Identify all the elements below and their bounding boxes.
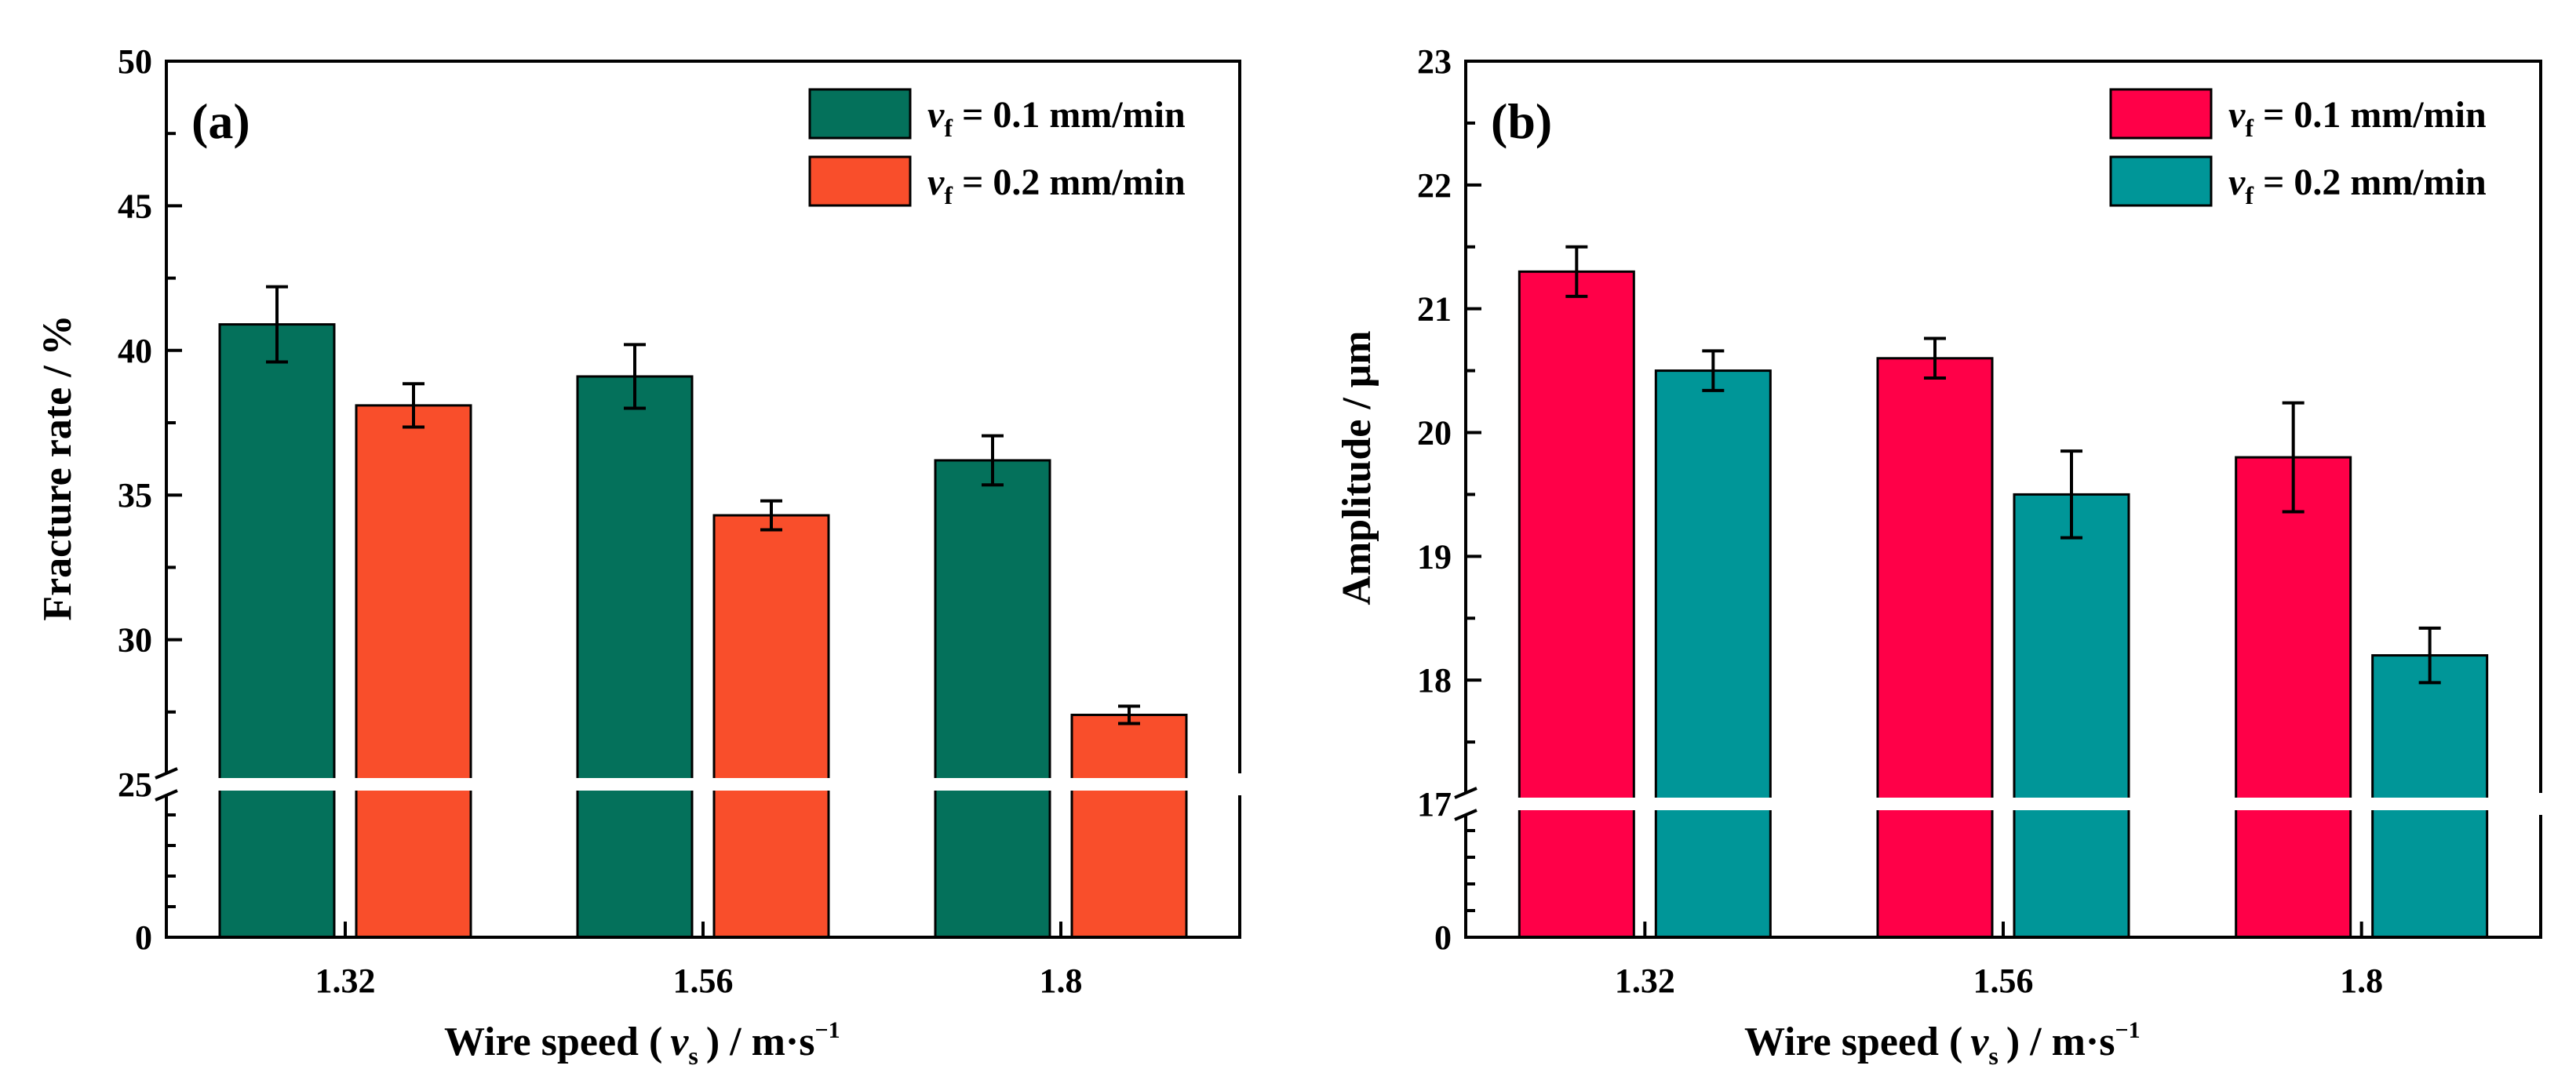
legend-var: v bbox=[2228, 94, 2246, 136]
x-tick-label: 1.8 bbox=[2340, 962, 2383, 1000]
legend-swatch bbox=[808, 88, 912, 140]
x-axis-title-sub: s bbox=[688, 1042, 698, 1070]
x-axis-title-var: v bbox=[1970, 1020, 1989, 1064]
y-tick-label: 30 bbox=[118, 621, 152, 660]
bar-2-1_8 bbox=[2371, 654, 2489, 939]
axis-break-mark bbox=[155, 767, 178, 780]
legend-var: v bbox=[2228, 162, 2246, 203]
legend-entry: vf = 0.2 mm/min bbox=[927, 162, 1186, 209]
y-tick-label: 35 bbox=[118, 476, 152, 515]
legend-swatch bbox=[2109, 155, 2213, 207]
y-tick-label: 45 bbox=[118, 187, 152, 225]
legend-sub: f bbox=[2245, 181, 2254, 209]
chart-panel-1: 0 25 30 35 40 45 50 1.32 1.56 1.8 Fracture rate / … bbox=[35, 42, 1241, 1070]
panel-label: (b) bbox=[1491, 93, 1552, 149]
bar-1-1_32 bbox=[1518, 270, 1635, 939]
x-axis-title-sup: −1 bbox=[815, 1017, 840, 1043]
bar-2-1_32 bbox=[355, 404, 472, 939]
bar-2-1_8 bbox=[1070, 713, 1188, 939]
legend-text: = 0.1 mm/min bbox=[953, 94, 1186, 136]
legend-var: v bbox=[927, 162, 945, 203]
chart-panel-2: 0 17 18 19 20 21 22 23 1.32 1.56 1.8 Amplitude / μm… bbox=[1335, 42, 2542, 1070]
legend-sub: f bbox=[944, 114, 953, 142]
legend-sub: f bbox=[2245, 114, 2254, 142]
legend-text: = 0.1 mm/min bbox=[2254, 94, 2487, 136]
y-axis-title: Fracture rate / % bbox=[35, 315, 80, 620]
axis-break-mark bbox=[1454, 787, 1477, 799]
y-tick-label: 20 bbox=[1417, 414, 1452, 453]
legend-entry: vf = 0.1 mm/min bbox=[2228, 94, 2487, 142]
legend-swatch bbox=[808, 155, 912, 207]
bar-1-1_32 bbox=[218, 323, 336, 939]
legend-sub: f bbox=[944, 181, 953, 209]
axis-break-band bbox=[1453, 798, 2531, 810]
y-tick-label: 18 bbox=[1417, 661, 1452, 700]
bar-2-1_56 bbox=[712, 514, 830, 939]
legend-text: = 0.2 mm/min bbox=[953, 162, 1186, 203]
bar-2-1_32 bbox=[1654, 369, 1772, 939]
legend-entry: vf = 0.1 mm/min bbox=[927, 94, 1186, 142]
x-axis-title-sub: s bbox=[1988, 1042, 1998, 1070]
bar-1-1_56 bbox=[576, 375, 694, 939]
x-axis-title-units: ) / m·s bbox=[706, 1020, 815, 1064]
y-tick-label: 40 bbox=[118, 332, 152, 370]
x-axis-title-sup: −1 bbox=[2115, 1017, 2141, 1043]
legend-entry: vf = 0.2 mm/min bbox=[2228, 162, 2487, 209]
x-tick-label: 1.8 bbox=[1040, 962, 1083, 1000]
x-axis-title: Wire speed (vs ) / m·s−1 bbox=[1744, 1017, 2141, 1070]
y-tick-label: 50 bbox=[118, 42, 152, 81]
x-tick-label: 1.32 bbox=[1615, 962, 1675, 1000]
bar-2-1_56 bbox=[2013, 493, 2130, 939]
y-tick-label: 21 bbox=[1417, 290, 1452, 329]
y-tick-label: 22 bbox=[1417, 166, 1452, 205]
y-axis-title: Amplitude / μm bbox=[1335, 330, 1379, 605]
legend-text: = 0.2 mm/min bbox=[2254, 162, 2487, 203]
panel-label: (a) bbox=[191, 93, 250, 149]
y-tick-label: 17 bbox=[1417, 785, 1452, 824]
y-tick-label: 19 bbox=[1417, 537, 1452, 576]
y-tick-label: 0 bbox=[1434, 918, 1452, 957]
axis-break-mark bbox=[155, 789, 178, 802]
x-tick-label: 1.56 bbox=[1973, 962, 2034, 1000]
x-axis-title-prefix: Wire speed ( bbox=[444, 1020, 662, 1064]
legend-swatch bbox=[2109, 88, 2213, 140]
axis-break-mark bbox=[1454, 809, 1477, 821]
y-tick-label: 25 bbox=[118, 765, 152, 804]
x-axis-title: Wire speed (vs ) / m·s−1 bbox=[444, 1017, 840, 1070]
legend-var: v bbox=[927, 94, 945, 136]
bar-1-1_8 bbox=[934, 459, 1051, 939]
bar-1-1_8 bbox=[2235, 456, 2352, 939]
y-tick-label: 0 bbox=[135, 918, 152, 957]
x-axis-title-prefix: Wire speed ( bbox=[1744, 1020, 1962, 1064]
x-axis-title-units: ) / m·s bbox=[2006, 1020, 2115, 1064]
x-axis-title-var: v bbox=[670, 1020, 689, 1064]
axis-break-band bbox=[154, 778, 1230, 791]
x-tick-label: 1.56 bbox=[673, 962, 734, 1000]
bar-1-1_56 bbox=[1876, 357, 1994, 939]
y-tick-label: 23 bbox=[1417, 42, 1452, 81]
x-tick-label: 1.32 bbox=[315, 962, 376, 1000]
